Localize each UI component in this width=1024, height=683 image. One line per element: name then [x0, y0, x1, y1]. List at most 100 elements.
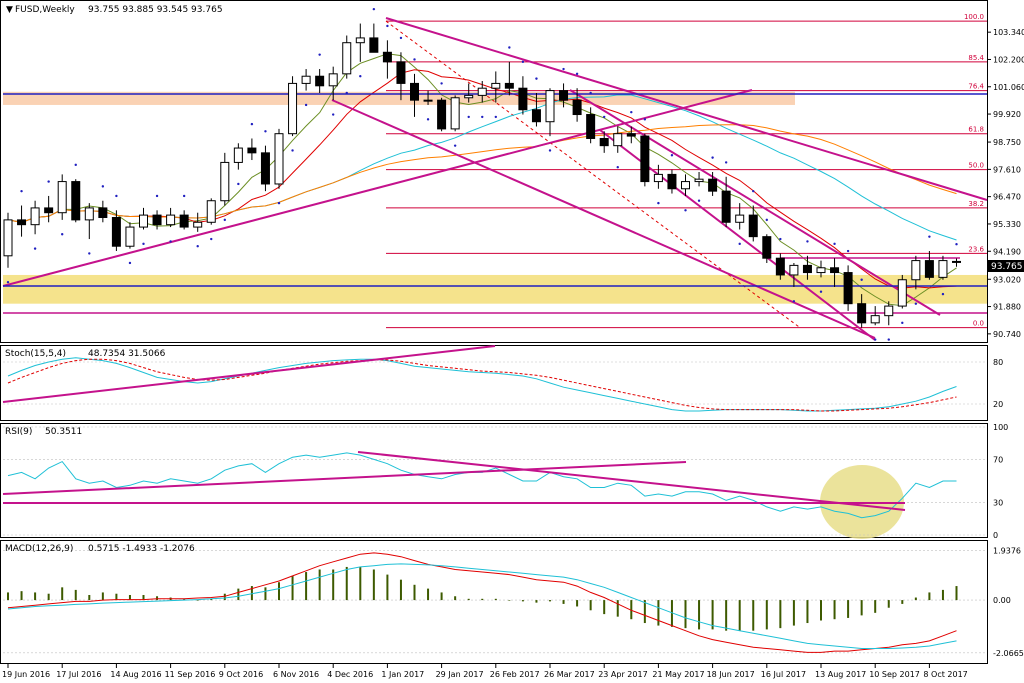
macd-bar — [61, 587, 64, 601]
stochastic-panel: 80 20 — [3, 357, 1003, 412]
macd-bar — [101, 592, 104, 601]
macd-line-cyan — [7, 563, 957, 649]
macd-bar — [7, 592, 9, 601]
candle — [708, 172, 718, 196]
sar-dot — [603, 115, 606, 119]
candle — [694, 172, 704, 187]
sar-dot — [61, 233, 64, 236]
macd-bar — [955, 586, 958, 601]
macd-bar — [847, 600, 850, 618]
candle — [518, 76, 528, 115]
macd-bar — [467, 598, 470, 601]
macd-bar — [684, 600, 687, 629]
candle — [57, 174, 67, 220]
panel-tick-label: 0.00 — [993, 596, 1011, 605]
price-panel-frame — [0, 0, 988, 343]
sar-dot — [630, 110, 633, 114]
candle — [748, 205, 758, 242]
candle — [626, 126, 636, 144]
sar-dot — [833, 242, 836, 246]
macd-bar — [210, 598, 213, 601]
rsi-values: 50.3511 — [45, 427, 82, 437]
sar-dot — [874, 338, 877, 341]
sar-dot — [589, 91, 592, 95]
price-tag-box — [988, 260, 1024, 272]
sar-dot — [792, 300, 796, 303]
macd-bar — [427, 588, 430, 601]
support-resistance-zones — [3, 91, 987, 304]
sar-dot — [860, 278, 863, 281]
candle — [260, 145, 270, 192]
candle — [139, 207, 148, 230]
macd-values: 0.5715 -1.4933 -1.2076 — [88, 544, 195, 554]
sar-dot — [345, 91, 348, 95]
macd-bar — [20, 591, 23, 601]
candle — [802, 255, 812, 280]
macd-bar — [413, 584, 416, 601]
candle — [816, 260, 826, 278]
panel-tick-label: 30 — [993, 499, 1003, 508]
sar-dot — [210, 237, 213, 241]
sar-dot — [399, 36, 403, 40]
candle — [355, 23, 365, 62]
candle — [762, 234, 772, 263]
price-tick-label: 93.020 — [993, 275, 1021, 284]
macd-bar — [399, 579, 402, 601]
candle — [84, 203, 94, 240]
candle — [233, 143, 243, 170]
sar-dot — [332, 113, 335, 116]
candle — [410, 73, 419, 117]
panel-tick-label: 1.9376 — [993, 547, 1021, 556]
macd-bar — [711, 600, 714, 630]
rsi-trendlines — [2, 451, 906, 511]
sar-dot — [711, 156, 714, 159]
chart-title-marker: ▼ — [6, 5, 13, 15]
fib-label-3: 61.8 — [968, 126, 984, 134]
time-label: 11 Sep 2016 — [165, 670, 216, 679]
sar-dot — [223, 218, 226, 222]
sar-dot — [819, 290, 823, 293]
panel-tick-label: 100 — [993, 423, 1008, 432]
sar-dot — [264, 130, 267, 133]
macd-bar — [806, 600, 809, 624]
macd-bar — [535, 600, 538, 603]
sar-dot — [237, 182, 240, 186]
time-label: 19 Jun 2016 — [2, 670, 50, 679]
time-label: 8 Oct 2017 — [923, 670, 967, 679]
macd-bar — [860, 600, 863, 616]
macd-bar — [914, 597, 917, 601]
sar-dot — [250, 122, 254, 126]
macd-bar — [332, 569, 335, 601]
candle — [450, 95, 460, 132]
rsi-trendline-falling — [357, 451, 906, 511]
candle — [884, 301, 894, 326]
sar-dot — [928, 235, 931, 238]
macd-bar — [549, 600, 551, 602]
sar-dot — [88, 252, 91, 255]
macd-bar — [74, 589, 77, 601]
candle — [98, 200, 108, 223]
sar-dot — [6, 280, 10, 284]
macd-bar — [47, 593, 50, 601]
macd-bar — [142, 594, 145, 601]
candle — [125, 222, 135, 249]
candle — [857, 294, 867, 328]
sar-dot — [670, 154, 674, 157]
sar-dot — [182, 194, 186, 198]
time-label: 10 Sep 2017 — [869, 670, 920, 679]
fib-label-1: 85.4 — [968, 54, 984, 62]
macd-panel: 1.9376 0.00 -2.0665 — [3, 547, 1024, 658]
sar-dot — [846, 249, 850, 253]
candle — [938, 255, 948, 280]
panel-tick-label: 70 — [993, 455, 1003, 464]
time-label: 16 Jul 2017 — [761, 670, 806, 679]
time-label: 21 May 2017 — [652, 670, 704, 679]
macd-bar — [833, 600, 836, 620]
sar-dot — [697, 199, 701, 202]
candle — [464, 83, 474, 103]
price-tick-label: 102.200 — [993, 55, 1024, 64]
sar-dot — [535, 77, 538, 80]
trendline-lower-channel — [331, 99, 876, 339]
sar-dot — [453, 144, 457, 147]
